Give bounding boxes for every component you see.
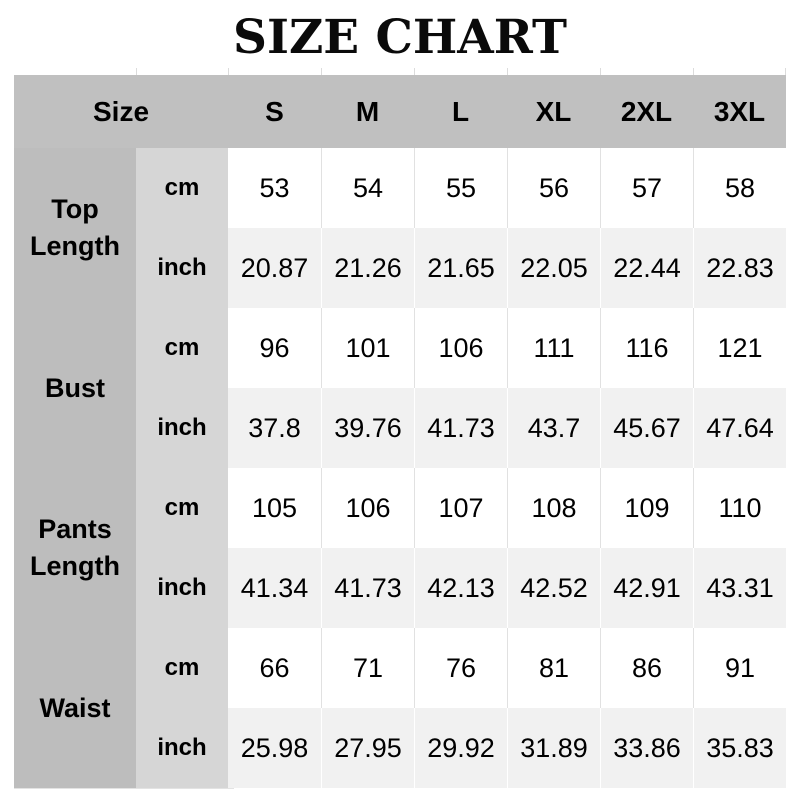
value-cell: 54: [321, 148, 414, 228]
value-cell: 121: [693, 308, 786, 388]
size-header-s: S: [228, 75, 321, 148]
value-cell: 41.34: [228, 548, 321, 628]
value-cell: 41.73: [321, 548, 414, 628]
unit-label-inch: inch: [136, 388, 228, 468]
value-cell: 47.64: [693, 388, 786, 468]
value-cell: 21.26: [321, 228, 414, 308]
value-cell: 111: [507, 308, 600, 388]
value-cell: 57: [600, 148, 693, 228]
gridline-tick: [507, 68, 508, 75]
size-header-xl: XL: [507, 75, 600, 148]
unit-label-cm: cm: [136, 308, 228, 388]
gridline-tick: [228, 68, 229, 75]
corner-cell-size: Size: [14, 75, 228, 148]
unit-label-inch: inch: [136, 228, 228, 308]
value-cell: 41.73: [414, 388, 507, 468]
unit-label-inch: inch: [136, 548, 228, 628]
size-header-m: M: [321, 75, 414, 148]
value-cell: 76: [414, 628, 507, 708]
value-cell: 55: [414, 148, 507, 228]
value-cell: 31.89: [507, 708, 600, 788]
value-cell: 22.83: [693, 228, 786, 308]
value-cell: 27.95: [321, 708, 414, 788]
measurement-label: Top Length: [14, 148, 136, 308]
page-title: SIZE CHART: [233, 10, 567, 65]
value-cell: 25.98: [228, 708, 321, 788]
value-cell: 39.76: [321, 388, 414, 468]
measurement-label: Bust: [14, 308, 136, 468]
size-header-l: L: [414, 75, 507, 148]
value-cell: 96: [228, 308, 321, 388]
unit-label-cm: cm: [136, 628, 228, 708]
gridline-tick: [600, 68, 601, 75]
size-table: Size S M L XL 2XL 3XL Top Length cm 53 54 55 56 57 58 i…: [14, 68, 786, 788]
value-cell: 86: [600, 628, 693, 708]
value-cell: 66: [228, 628, 321, 708]
value-cell: 107: [414, 468, 507, 548]
value-cell: 43.31: [693, 548, 786, 628]
value-cell: 58: [693, 148, 786, 228]
value-cell: 105: [228, 468, 321, 548]
gridline-tick: [693, 68, 694, 75]
measurement-label: Waist: [14, 628, 136, 788]
value-cell: 56: [507, 148, 600, 228]
gridline-tick: [785, 68, 786, 75]
size-header-2xl: 2XL: [600, 75, 693, 148]
gridline-tick: [414, 68, 415, 75]
value-cell: 35.83: [693, 708, 786, 788]
gridline-tick: [136, 68, 137, 75]
value-cell: 91: [693, 628, 786, 708]
value-cell: 106: [321, 468, 414, 548]
value-cell: 37.8: [228, 388, 321, 468]
value-cell: 109: [600, 468, 693, 548]
unit-label-inch: inch: [136, 708, 228, 788]
value-cell: 106: [414, 308, 507, 388]
value-cell: 21.65: [414, 228, 507, 308]
value-cell: 101: [321, 308, 414, 388]
gridline-tick: [321, 68, 322, 75]
value-cell: 108: [507, 468, 600, 548]
value-cell: 71: [321, 628, 414, 708]
value-cell: 81: [507, 628, 600, 708]
value-cell: 33.86: [600, 708, 693, 788]
value-cell: 110: [693, 468, 786, 548]
measurement-label: Pants Length: [14, 468, 136, 628]
value-cell: 43.7: [507, 388, 600, 468]
value-cell: 22.44: [600, 228, 693, 308]
value-cell: 53: [228, 148, 321, 228]
table-bottom-hairline: [14, 788, 234, 789]
value-cell: 29.92: [414, 708, 507, 788]
value-cell: 20.87: [228, 228, 321, 308]
value-cell: 22.05: [507, 228, 600, 308]
value-cell: 42.91: [600, 548, 693, 628]
value-cell: 42.13: [414, 548, 507, 628]
value-cell: 116: [600, 308, 693, 388]
value-cell: 45.67: [600, 388, 693, 468]
unit-label-cm: cm: [136, 148, 228, 228]
size-header-3xl: 3XL: [693, 75, 786, 148]
value-cell: 42.52: [507, 548, 600, 628]
unit-label-cm: cm: [136, 468, 228, 548]
